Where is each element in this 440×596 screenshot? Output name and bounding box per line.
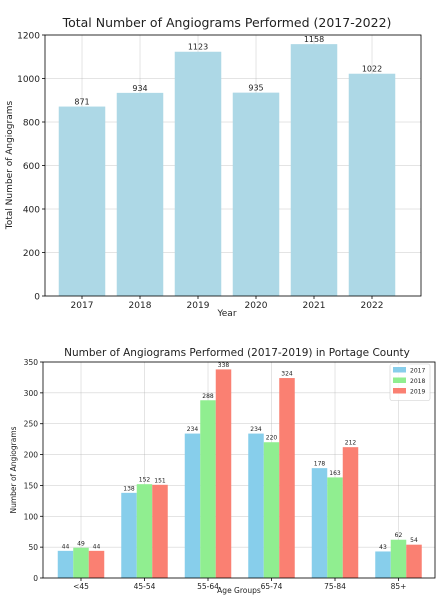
bar-value-label: 871 — [74, 98, 89, 107]
y-tick-label: 350 — [24, 358, 39, 367]
bar-2018 — [263, 442, 280, 578]
x-tick-label: <45 — [73, 582, 89, 591]
bar-value-label: 220 — [266, 435, 278, 442]
y-tick-label: 600 — [23, 162, 40, 172]
bar-value-label: 54 — [410, 537, 418, 544]
x-tick-label: 65-74 — [261, 582, 283, 591]
x-tick-label: 2022 — [361, 301, 384, 311]
bar-value-label: 1158 — [304, 35, 324, 44]
y-tick-label: 400 — [23, 206, 40, 216]
x-tick-label: 85+ — [391, 582, 407, 591]
y-axis-label: Number of Angiograms — [9, 426, 18, 513]
bar-value-label: 49 — [77, 540, 85, 547]
bar-value-label: 234 — [250, 426, 262, 433]
bar — [290, 44, 338, 297]
bar — [232, 92, 280, 296]
bar-value-label: 212 — [345, 440, 357, 447]
bar-2018 — [136, 484, 153, 578]
y-tick-label: 200 — [24, 451, 39, 460]
y-tick-label: 0 — [34, 293, 40, 303]
x-tick-label: 55-64 — [197, 582, 219, 591]
y-axis-label: Total Number of Angiograms — [5, 100, 15, 230]
bar-2018 — [73, 547, 89, 578]
chart-title: Total Number of Angiograms Performed (20… — [62, 15, 392, 30]
bar-value-label: 234 — [187, 426, 199, 433]
bar-value-label: 151 — [154, 477, 166, 484]
bar-2018 — [390, 539, 407, 578]
age-group-angiograms-chart: Number of Angiograms Performed (2017-201… — [9, 347, 436, 595]
x-tick-label: 2020 — [245, 301, 268, 311]
bar-value-label: 1022 — [362, 65, 382, 74]
bar-value-label: 44 — [93, 543, 101, 550]
bar-value-label: 288 — [202, 393, 214, 400]
x-tick-label: 2018 — [129, 301, 152, 311]
plot-frame — [42, 361, 436, 579]
bar-value-label: 62 — [395, 532, 403, 539]
bar — [58, 106, 106, 297]
y-tick-label: 200 — [23, 249, 40, 259]
bar-2017 — [375, 551, 391, 578]
y-tick-label: 300 — [24, 389, 39, 398]
legend-label: 2019 — [410, 389, 425, 396]
y-tick-label: 250 — [24, 420, 39, 429]
bar-2019 — [152, 484, 168, 578]
bar-2019 — [215, 369, 232, 578]
bar-value-label: 934 — [132, 84, 147, 93]
x-axis-label: Age Groups — [217, 586, 261, 595]
bar-value-label: 138 — [123, 485, 135, 492]
x-tick-label: 2017 — [71, 301, 94, 311]
bar-2019 — [342, 447, 359, 578]
bar — [116, 92, 164, 296]
y-tick-label: 1000 — [17, 75, 40, 85]
legend-label: 2018 — [410, 378, 425, 385]
y-tick-label: 1200 — [17, 32, 40, 42]
bar-2017 — [248, 433, 264, 578]
y-tick-label: 0 — [33, 574, 38, 583]
total-angiograms-chart: Total Number of Angiograms Performed (20… — [5, 15, 422, 319]
bar-value-label: 44 — [62, 543, 70, 550]
bar-2017 — [184, 433, 201, 578]
bar-2019 — [88, 550, 105, 578]
legend-label: 2017 — [410, 368, 425, 375]
bar-2017 — [121, 492, 137, 578]
x-tick-label: 45-54 — [134, 582, 156, 591]
legend: 2017 2018 2019 — [389, 363, 431, 401]
legend-swatch — [393, 377, 406, 383]
bar-2018 — [200, 400, 216, 578]
y-tick-label: 100 — [24, 512, 39, 521]
bar-2019 — [279, 378, 295, 578]
legend-swatch — [393, 388, 406, 394]
x-axis-label: Year — [216, 309, 236, 319]
bar-value-label: 163 — [329, 470, 341, 477]
bar-2017 — [311, 468, 328, 578]
x-tick-label: 2019 — [187, 301, 210, 311]
x-tick-label: 2021 — [303, 301, 326, 311]
chart-title: Number of Angiograms Performed (2017-201… — [64, 347, 410, 359]
bar-value-label: 324 — [281, 371, 293, 378]
y-tick-label: 50 — [28, 543, 38, 552]
bar-2017 — [57, 550, 74, 578]
bar — [174, 51, 222, 297]
bar-value-label: 178 — [314, 461, 326, 468]
legend-swatch — [393, 367, 406, 373]
plot-frame — [44, 34, 422, 297]
bar-value-label: 43 — [379, 544, 387, 551]
bar-2018 — [327, 477, 343, 578]
bar-2019 — [406, 544, 422, 578]
bar — [348, 73, 396, 296]
y-tick-label: 800 — [23, 119, 40, 129]
bar-value-label: 338 — [218, 362, 230, 369]
bar-value-label: 152 — [139, 477, 151, 484]
bar-value-label: 1123 — [188, 43, 208, 52]
bar-value-label: 935 — [248, 84, 263, 93]
x-tick-label: 75-84 — [324, 582, 346, 591]
y-tick-label: 150 — [24, 481, 39, 490]
